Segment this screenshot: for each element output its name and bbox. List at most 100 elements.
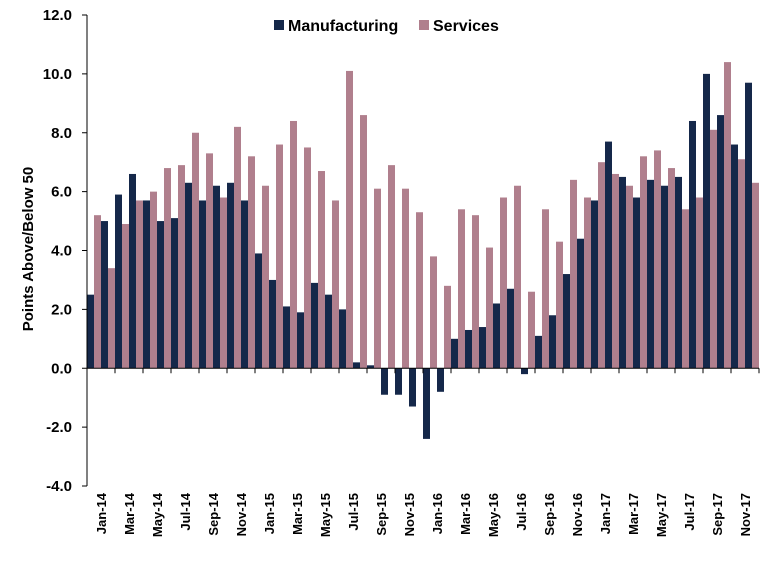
- bar-services-mar-16: [458, 209, 465, 369]
- bar-services-dec-14: [248, 156, 255, 369]
- bar-manufacturing-jul-17: [675, 176, 682, 369]
- bar-manufacturing-apr-16: [465, 329, 472, 369]
- bar-services-apr-15: [304, 147, 311, 369]
- bar-manufacturing-apr-15: [297, 312, 304, 369]
- bar-manufacturing-feb-16: [437, 368, 444, 392]
- y-tick-label: 4.0: [51, 243, 72, 260]
- bar-manufacturing-mar-16: [451, 338, 458, 369]
- bar-manufacturing-mar-17: [619, 176, 626, 369]
- legend-swatch-services: [419, 20, 429, 30]
- bar-manufacturing-dec-17: [745, 82, 752, 369]
- bar-manufacturing-aug-17: [689, 120, 696, 369]
- y-tick-label: -2.0: [46, 419, 72, 436]
- bar-manufacturing-feb-17: [605, 141, 612, 369]
- bar-manufacturing-apr-14: [129, 173, 136, 369]
- bar-services-jan-17: [598, 162, 605, 369]
- bar-services-aug-15: [360, 115, 367, 369]
- x-tick-label: Jul-15: [346, 493, 361, 531]
- bar-manufacturing-dec-16: [577, 238, 584, 369]
- bar-manufacturing-may-15: [311, 282, 318, 369]
- bar-services-apr-16: [472, 215, 479, 369]
- bar-services-dec-15: [416, 212, 423, 369]
- bar-services-sep-14: [206, 153, 213, 369]
- bar-manufacturing-jun-14: [157, 221, 164, 369]
- bar-services-mar-15: [290, 120, 297, 369]
- y-axis-title: Points Above/Below 50: [20, 167, 37, 331]
- x-tick-label: Jul-16: [514, 493, 529, 531]
- bar-manufacturing-sep-14: [199, 200, 206, 369]
- bar-services-jul-14: [178, 165, 185, 369]
- y-tick-label: 10.0: [43, 66, 72, 83]
- y-tick-label: 0.0: [51, 360, 72, 377]
- bar-manufacturing-nov-15: [395, 368, 402, 395]
- bar-services-oct-15: [388, 165, 395, 369]
- bar-manufacturing-may-17: [647, 179, 654, 369]
- y-tick-label: 12.0: [43, 7, 72, 24]
- x-tick-label: Jan-16: [430, 493, 445, 534]
- x-tick-label: Sep-17: [710, 493, 725, 536]
- bar-manufacturing-apr-17: [633, 197, 640, 369]
- y-ticks-group: -4.0 -2.0 0.0 2.0 4.0 6.0 8.0 10.0 12.0: [43, 7, 87, 495]
- bar-manufacturing-jan-16: [423, 368, 430, 439]
- bar-services-nov-16: [570, 179, 577, 369]
- bar-services-aug-14: [192, 132, 199, 369]
- bar-manufacturing-jun-16: [493, 303, 500, 369]
- x-tick-label: Mar-15: [290, 493, 305, 535]
- x-tick-label: Sep-14: [206, 492, 221, 535]
- x-tick-label: Nov-16: [570, 493, 585, 536]
- bar-services-apr-17: [640, 156, 647, 369]
- bar-manufacturing-nov-16: [563, 274, 570, 369]
- x-tick-label: Jan-17: [598, 493, 613, 534]
- bar-services-jan-14: [94, 215, 101, 369]
- bar-services-jan-16: [430, 256, 437, 369]
- bar-services-jul-17: [682, 209, 689, 369]
- bar-manufacturing-oct-16: [549, 315, 556, 369]
- bar-services-apr-14: [136, 200, 143, 369]
- bar-services-jun-16: [500, 197, 507, 369]
- bar-services-aug-17: [696, 197, 703, 369]
- bar-manufacturing-jul-15: [339, 309, 346, 369]
- x-tick-label: Nov-17: [738, 493, 753, 536]
- bar-services-feb-15: [276, 144, 283, 369]
- bar-manufacturing-jan-14: [87, 294, 94, 369]
- bar-services-jun-14: [164, 168, 171, 369]
- bar-services-nov-15: [402, 188, 409, 369]
- x-tick-label: May-15: [318, 493, 333, 537]
- legend: Manufacturing Services: [274, 18, 499, 35]
- bar-manufacturing-aug-14: [185, 182, 192, 369]
- x-tick-label: Nov-14: [234, 492, 249, 536]
- x-tick-label: Sep-15: [374, 493, 389, 536]
- bar-manufacturing-may-16: [479, 327, 486, 369]
- x-tick-label: Jul-17: [682, 493, 697, 531]
- bar-services-jul-15: [346, 70, 353, 369]
- bar-services-jul-16: [514, 185, 521, 369]
- bar-manufacturing-mar-15: [283, 306, 290, 369]
- bar-services-mar-14: [122, 224, 129, 369]
- bar-services-jun-15: [332, 200, 339, 369]
- x-tick-label: Jan-14: [94, 492, 109, 534]
- x-tick-label: May-14: [150, 492, 165, 537]
- bar-services-feb-14: [108, 268, 115, 369]
- bar-manufacturing-mar-14: [115, 194, 122, 369]
- x-tick-label: Jul-14: [178, 492, 193, 530]
- bar-manufacturing-may-14: [143, 200, 150, 369]
- bar-services-nov-14: [234, 126, 241, 369]
- bar-manufacturing-dec-14: [241, 200, 248, 369]
- bar-manufacturing-oct-15: [381, 368, 388, 395]
- y-tick-label: 6.0: [51, 184, 72, 201]
- bar-services-may-14: [150, 191, 157, 369]
- bar-services-sep-15: [374, 188, 381, 369]
- bar-manufacturing-jun-15: [325, 294, 332, 369]
- x-tick-label: Mar-17: [626, 493, 641, 535]
- bar-services-dec-17: [752, 182, 759, 369]
- x-tick-label: Mar-16: [458, 493, 473, 535]
- bar-manufacturing-aug-15: [353, 362, 360, 369]
- bar-services-mar-17: [626, 185, 633, 369]
- bar-manufacturing-sep-15: [367, 365, 374, 369]
- x-tick-label: Nov-15: [402, 493, 417, 536]
- bar-manufacturing-sep-17: [703, 73, 710, 369]
- bar-manufacturing-oct-17: [717, 115, 724, 369]
- bar-manufacturing-nov-17: [731, 144, 738, 369]
- bar-services-nov-17: [738, 159, 745, 369]
- bar-services-may-16: [486, 247, 493, 369]
